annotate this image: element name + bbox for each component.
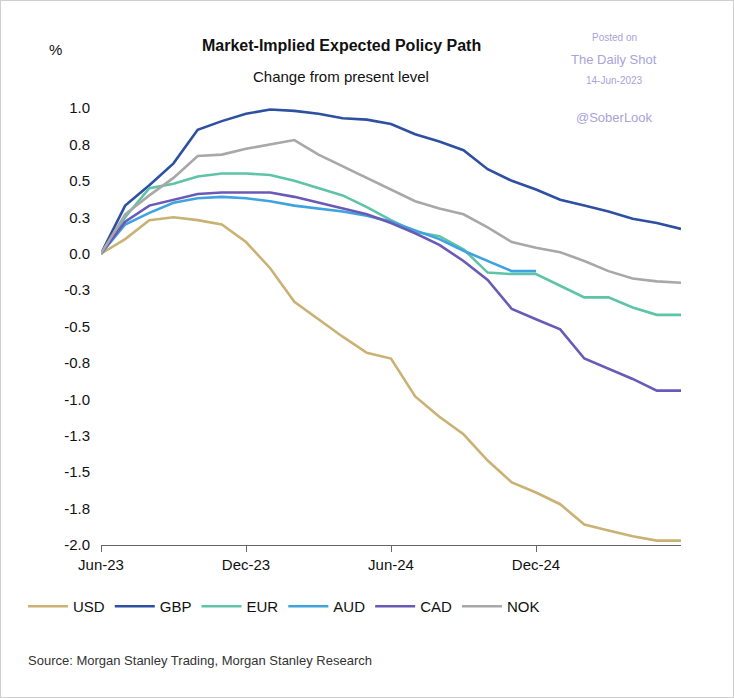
svg-text:0.0: 0.0: [69, 245, 90, 262]
svg-text:Posted on: Posted on: [592, 32, 637, 43]
svg-text:Dec-24: Dec-24: [512, 556, 560, 573]
svg-text:0.5: 0.5: [69, 172, 90, 189]
svg-text:Market-Implied Expected Policy: Market-Implied Expected Policy Path: [202, 37, 481, 54]
svg-text:-1.0: -1.0: [64, 391, 90, 408]
svg-text:-1.3: -1.3: [64, 427, 90, 444]
svg-text:Jun-24: Jun-24: [368, 556, 414, 573]
svg-text:Change from present level: Change from present level: [253, 68, 429, 85]
svg-text:Jun-23: Jun-23: [78, 556, 124, 573]
svg-text:AUD: AUD: [333, 598, 365, 615]
svg-text:-2.0: -2.0: [64, 536, 90, 553]
svg-text:1.0: 1.0: [69, 99, 90, 116]
svg-text:Dec-23: Dec-23: [222, 556, 270, 573]
svg-text:-1.8: -1.8: [64, 500, 90, 517]
svg-text:0.8: 0.8: [69, 136, 90, 153]
svg-text:EUR: EUR: [246, 598, 278, 615]
svg-text:@SoberLook: @SoberLook: [576, 110, 653, 125]
svg-text:-0.3: -0.3: [64, 281, 90, 298]
svg-text:The Daily Shot: The Daily Shot: [571, 52, 657, 67]
svg-text:USD: USD: [73, 598, 105, 615]
svg-text:Source: Morgan Stanley Trading: Source: Morgan Stanley Trading, Morgan S…: [28, 653, 372, 668]
svg-text:-0.5: -0.5: [64, 318, 90, 335]
svg-text:-0.8: -0.8: [64, 354, 90, 371]
svg-text:-1.5: -1.5: [64, 463, 90, 480]
svg-text:NOK: NOK: [507, 598, 540, 615]
svg-text:14-Jun-2023: 14-Jun-2023: [586, 75, 643, 86]
svg-text:GBP: GBP: [160, 598, 192, 615]
svg-text:CAD: CAD: [420, 598, 452, 615]
svg-text:%: %: [49, 41, 62, 58]
svg-text:0.3: 0.3: [69, 209, 90, 226]
